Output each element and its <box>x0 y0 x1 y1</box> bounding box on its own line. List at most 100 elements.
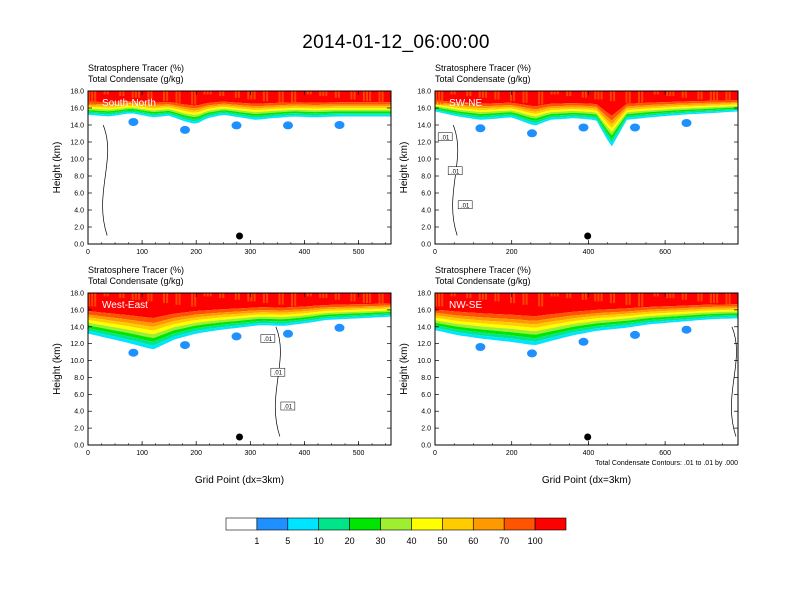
y-tick-label: 0.0 <box>421 443 431 450</box>
panel-header-line: Total Condensate (g/kg) <box>88 276 184 286</box>
y-tick-label: 12.0 <box>70 140 84 147</box>
condensate-contour <box>274 326 281 437</box>
tracer-band-3 <box>435 103 738 128</box>
contour-label: .01 <box>264 337 273 343</box>
tracer-streak <box>122 293 125 299</box>
tracer-streak <box>669 91 672 97</box>
tracer-band-5 <box>88 310 391 338</box>
x-axis-title: Grid Point (dx=3km) <box>542 475 631 486</box>
tracer-streak <box>669 293 672 299</box>
x-tick-label: 100 <box>136 450 148 457</box>
terrain-marker <box>236 232 243 240</box>
tracer-streak <box>728 293 731 305</box>
tracer-streak <box>175 91 178 103</box>
tracer-streak <box>334 293 337 300</box>
tracer-streak <box>203 91 206 95</box>
tracer-streak <box>556 293 559 297</box>
y-tick-label: 18.0 <box>70 89 84 96</box>
tracer-streak <box>700 293 703 302</box>
tracer-band-4 <box>435 309 738 332</box>
tracer-streak <box>716 91 719 102</box>
x-tick-label: 300 <box>244 450 256 457</box>
panel-header-line: Total Condensate (g/kg) <box>435 276 531 286</box>
y-tick-label: 18.0 <box>70 291 84 298</box>
tracer-streak <box>381 293 384 305</box>
x-tick-label: 400 <box>299 450 311 457</box>
tracer-band-3 <box>88 104 391 113</box>
tracer-streak <box>700 91 703 100</box>
tracer-streak <box>262 91 265 102</box>
tracer-streak <box>597 293 600 302</box>
tracer-streak <box>178 91 181 103</box>
condensate-blob <box>527 129 537 138</box>
tracer-streak <box>697 293 700 302</box>
y-tick-label: 8.0 <box>421 375 431 382</box>
tracer-streak <box>569 293 572 299</box>
colorbar-box <box>472 517 505 531</box>
tracer-streak <box>438 293 441 307</box>
tracer-streak <box>369 293 372 304</box>
tracer-streak <box>594 293 597 302</box>
tracer-streak <box>325 293 328 299</box>
tracer-streak <box>294 293 297 307</box>
tracer-streak <box>175 293 178 305</box>
tracer-streak <box>525 91 528 103</box>
y-tick-label: 2.0 <box>421 426 431 433</box>
y-tick-label: 6.0 <box>421 392 431 399</box>
tracer-streak <box>709 91 712 102</box>
x-tick-label: 0 <box>86 249 90 256</box>
tracer-streak <box>163 293 165 304</box>
contour-label-box <box>437 132 453 141</box>
panel-south-north: South-North Stratosphere Tracer (%)Total … <box>52 63 392 256</box>
x-tick-label: 400 <box>299 249 311 256</box>
tracer-streak <box>369 91 372 102</box>
colorbar-box <box>534 517 567 531</box>
tracer-streak <box>362 293 365 304</box>
colorbar-label: 30 <box>376 536 386 546</box>
tracer-streak <box>725 293 728 305</box>
tracer-streak <box>653 91 656 95</box>
tracer-streak <box>450 91 453 95</box>
tracer-band-1 <box>88 101 391 109</box>
contour-label-box <box>447 166 463 175</box>
tracer-streak <box>438 91 441 105</box>
tracer-streak <box>306 91 309 95</box>
tracer-streak <box>600 91 603 100</box>
section-label: South-North <box>102 98 156 109</box>
y-tick-label: 0.0 <box>74 242 84 249</box>
x-tick-label: 200 <box>506 450 518 457</box>
colorbar-label: 1 <box>254 536 259 546</box>
tracer-streak <box>278 293 281 305</box>
tracer-band-5 <box>435 106 738 136</box>
tracer-streak <box>522 293 525 305</box>
y-tick-label: 8.0 <box>421 174 431 181</box>
tracer-streak <box>219 293 222 299</box>
tracer-streak <box>134 91 137 98</box>
condensate-contour <box>452 124 459 236</box>
y-tick-label: 0.0 <box>421 242 431 249</box>
tracer-streak <box>378 293 381 305</box>
tracer-band-7 <box>435 315 738 342</box>
tracer-streak <box>103 91 106 95</box>
tracer-streak <box>609 293 612 304</box>
tracer-streak <box>94 91 97 105</box>
tracer-band-2 <box>88 305 391 327</box>
tracer-band-6 <box>435 313 738 339</box>
y-tick-label: 14.0 <box>70 324 84 331</box>
tracer-streak <box>337 91 340 98</box>
terrain-marker <box>236 433 243 441</box>
tracer-streak <box>134 293 137 300</box>
tracer-streak <box>594 91 597 100</box>
tracer-streak <box>656 293 659 297</box>
x-tick-label: 400 <box>583 249 595 256</box>
y-tick-label: 6.0 <box>74 191 84 198</box>
tracer-streak <box>119 91 122 97</box>
tracer-streak <box>294 91 297 105</box>
tracer-streak <box>138 293 140 300</box>
tracer-band-1 <box>435 304 738 321</box>
tracer-streak <box>209 293 212 297</box>
y-tick-label: 12.0 <box>417 341 431 348</box>
tracer-streak <box>597 91 600 100</box>
tracer-streak <box>713 293 715 304</box>
